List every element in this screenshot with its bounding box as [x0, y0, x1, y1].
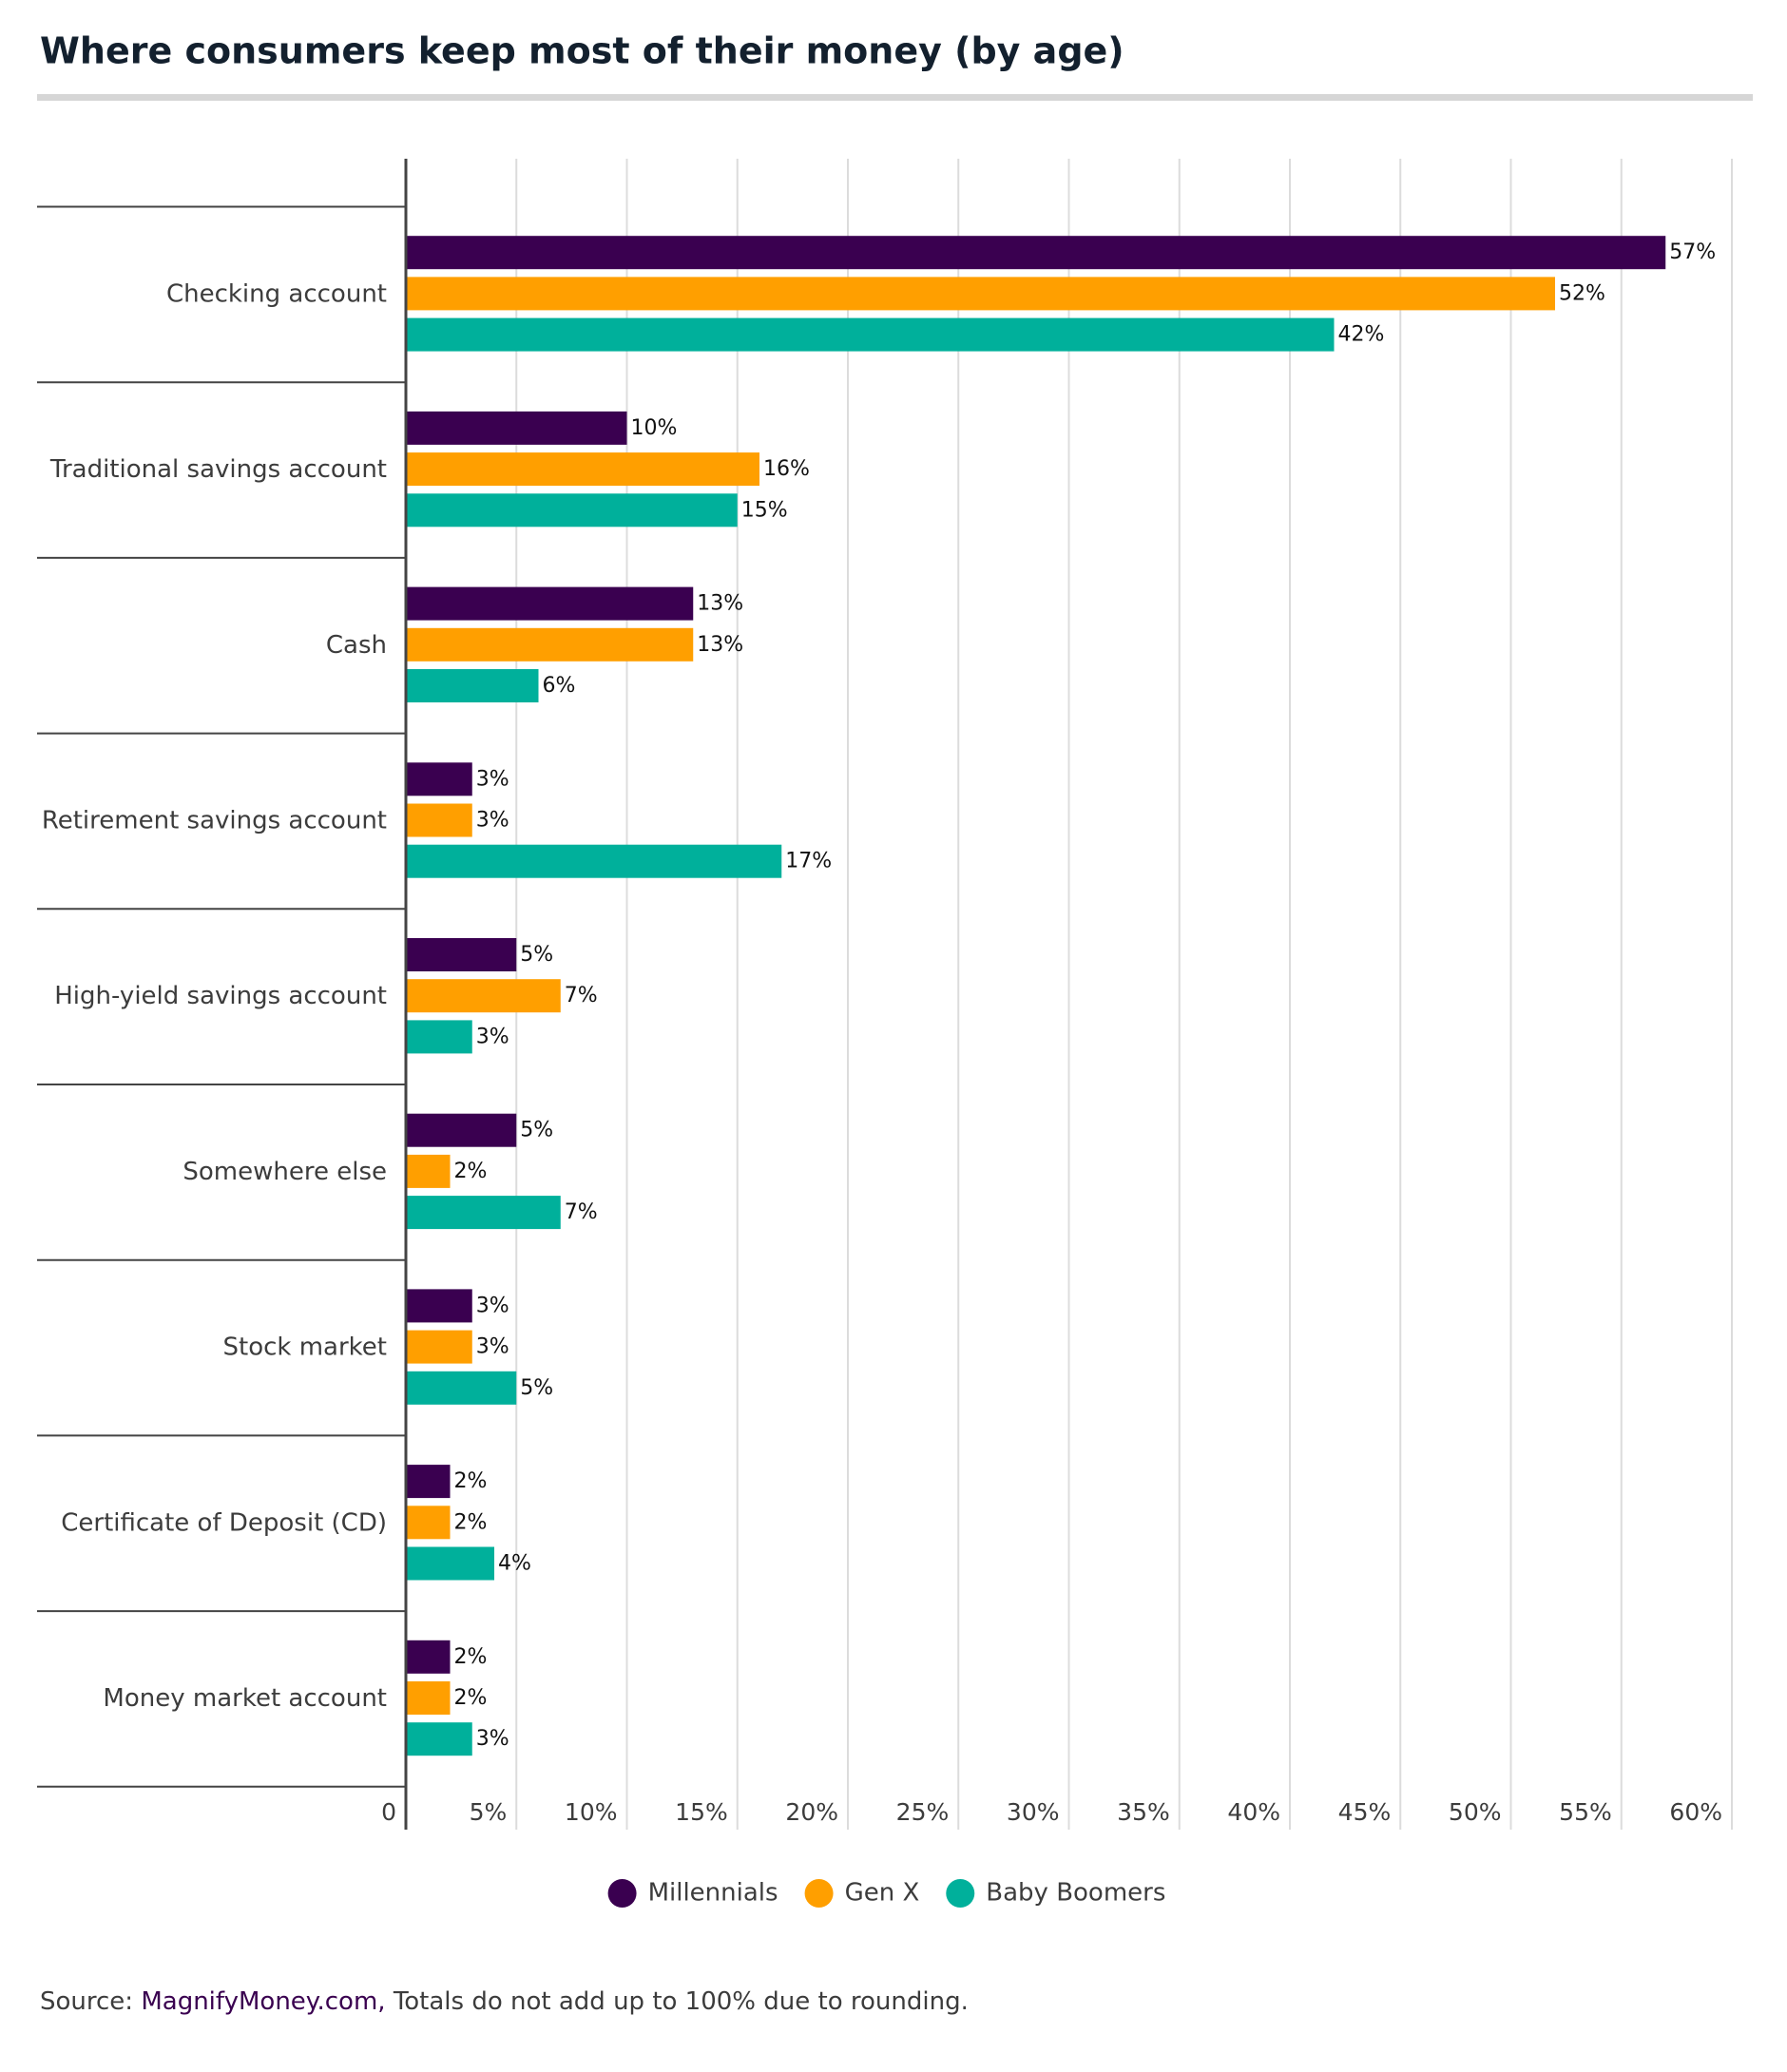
bar [406, 493, 738, 528]
bar [406, 1722, 472, 1756]
bar [406, 762, 472, 796]
bar [406, 844, 782, 878]
bar [406, 411, 627, 445]
value-label: 2% [454, 1645, 488, 1669]
value-label: 5% [520, 1119, 553, 1142]
x-tick-label: 20% [785, 1798, 838, 1826]
value-label: 16% [763, 457, 810, 481]
bar [406, 1154, 451, 1188]
value-label: 3% [476, 767, 509, 791]
bar [406, 1465, 451, 1499]
y-tick-label: Certificate of Deposit (CD) [61, 1508, 387, 1537]
x-tick-label: 10% [565, 1798, 618, 1826]
x-tick-label: 55% [1559, 1798, 1612, 1826]
legend-label: Millennials [648, 1879, 778, 1908]
bar [406, 627, 694, 662]
bar [406, 452, 759, 487]
legend-label: Gen X [845, 1879, 920, 1908]
x-tick-label: 15% [675, 1798, 728, 1826]
bar [406, 979, 561, 1013]
source-note: Totals do not add up to 100% due to roun… [393, 1987, 969, 2016]
x-tick-label: 0 [381, 1798, 396, 1826]
bar [406, 1020, 472, 1054]
x-tick-label: 50% [1449, 1798, 1502, 1826]
y-tick-label: Stock market [223, 1333, 388, 1362]
x-tick-label: 30% [1007, 1798, 1060, 1826]
value-label: 5% [520, 1376, 553, 1400]
value-label: 42% [1338, 323, 1385, 347]
source-label: Source: [40, 1987, 133, 2016]
bar [406, 1681, 451, 1715]
legend-marker [607, 1879, 637, 1908]
source: Source: MagnifyMoney.com, Totals do not … [40, 1987, 969, 2016]
legend-marker [946, 1879, 975, 1908]
bar [406, 1546, 494, 1581]
value-label: 10% [631, 416, 678, 440]
bar [406, 1506, 451, 1540]
y-tick-label: Traditional savings account [49, 455, 387, 484]
y-tick-label: Checking account [166, 279, 387, 308]
value-label: 7% [565, 984, 598, 1007]
value-label: 17% [785, 850, 832, 873]
legend-label: Baby Boomers [986, 1879, 1165, 1908]
value-label: 15% [741, 498, 788, 522]
value-label: 52% [1559, 281, 1605, 305]
title-rule [37, 94, 1753, 101]
bar [406, 938, 517, 971]
x-tick-label: 45% [1338, 1798, 1392, 1826]
bar [406, 1371, 517, 1405]
bar [406, 1640, 451, 1674]
value-label: 2% [454, 1686, 488, 1710]
value-label: 57% [1669, 240, 1716, 264]
y-tick-label: Retirement savings account [42, 806, 387, 835]
source-link[interactable]: MagnifyMoney.com, [141, 1987, 385, 2016]
bar [406, 1289, 472, 1323]
value-label: 3% [476, 1025, 509, 1048]
value-label: 2% [454, 1469, 488, 1493]
value-label: 6% [543, 674, 576, 698]
bar [406, 803, 472, 837]
bar [406, 236, 1666, 270]
value-label: 7% [565, 1200, 598, 1224]
value-label: 5% [520, 943, 553, 967]
legend-marker [804, 1879, 834, 1908]
x-tick-label: 35% [1117, 1798, 1170, 1826]
value-label: 3% [476, 1294, 509, 1317]
bar [406, 669, 539, 702]
bar [406, 1330, 472, 1364]
x-tick-label: 60% [1669, 1798, 1722, 1826]
y-tick-label: Cash [326, 631, 387, 660]
bar [406, 1196, 561, 1230]
bar [406, 317, 1335, 352]
chart-title: Where consumers keep most of their money… [40, 30, 1124, 72]
y-tick-label: High-yield savings account [54, 982, 387, 1010]
value-label: 2% [454, 1160, 488, 1183]
value-label: 13% [697, 592, 743, 616]
value-label: 4% [498, 1552, 531, 1576]
x-tick-label: 25% [896, 1798, 950, 1826]
bar [406, 277, 1555, 311]
bar [406, 1113, 517, 1147]
value-label: 2% [454, 1510, 488, 1534]
bar [406, 586, 694, 621]
value-label: 3% [476, 809, 509, 833]
x-tick-label: 5% [470, 1798, 508, 1826]
x-tick-label: 40% [1227, 1798, 1280, 1826]
value-label: 3% [476, 1335, 509, 1359]
y-tick-label: Somewhere else [183, 1158, 387, 1186]
y-tick-label: Money market account [103, 1684, 387, 1713]
value-label: 13% [697, 633, 743, 657]
value-label: 3% [476, 1727, 509, 1751]
